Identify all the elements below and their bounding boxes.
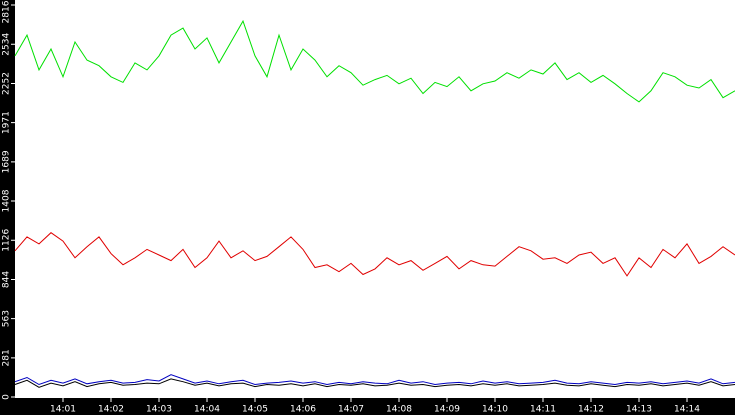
x-tick-label: 14:07 — [338, 405, 364, 415]
series-line — [14, 232, 735, 277]
y-tick-label: 1689 — [2, 150, 12, 173]
y-tick-label: 2816 — [2, 0, 12, 23]
y-tick-label: 1971 — [2, 111, 12, 134]
x-tick-label: 14:03 — [146, 405, 172, 415]
y-tick-label: 1126 — [2, 229, 12, 252]
series-line — [14, 374, 735, 386]
y-tick-label: 563 — [2, 310, 12, 327]
x-tick-label: 14:14 — [674, 405, 700, 415]
y-tick-label: 1408 — [2, 189, 12, 212]
x-tick-label: 14:06 — [290, 405, 316, 415]
plot-area — [15, 0, 735, 398]
series-line — [14, 19, 735, 103]
y-tick-label: 844 — [2, 271, 12, 288]
y-tick-label: 2534 — [2, 33, 12, 56]
x-tick-label: 14:13 — [626, 405, 652, 415]
y-tick-label: 2252 — [2, 72, 12, 95]
x-tick-label: 14:05 — [242, 405, 268, 415]
x-tick-label: 14:08 — [386, 405, 412, 415]
y-tick-label: 0 — [2, 394, 12, 400]
x-tick-label: 14:01 — [50, 405, 76, 415]
series-line — [14, 378, 735, 388]
x-tick-label: 14:04 — [194, 405, 220, 415]
x-tick-label: 14:11 — [530, 405, 556, 415]
x-tick-label: 14:02 — [98, 405, 124, 415]
x-tick-label: 14:10 — [482, 405, 508, 415]
x-tick-label: 14:09 — [434, 405, 460, 415]
y-tick-label: 281 — [2, 349, 12, 366]
x-tick-label: 14:12 — [578, 405, 604, 415]
